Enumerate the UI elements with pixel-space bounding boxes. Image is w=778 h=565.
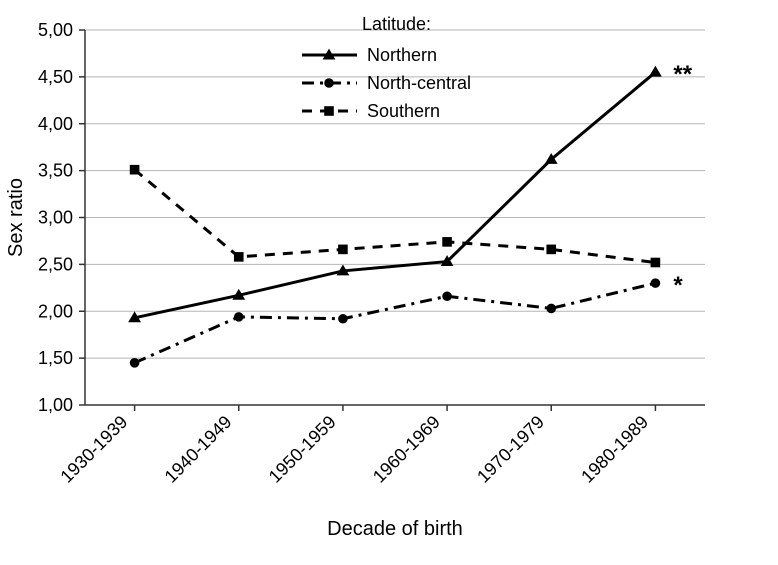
svg-text:North-central: North-central <box>367 73 471 93</box>
svg-text:1980-1989: 1980-1989 <box>577 412 652 487</box>
svg-text:5,00: 5,00 <box>38 20 73 40</box>
svg-text:Decade of birth: Decade of birth <box>327 518 463 540</box>
svg-text:1,00: 1,00 <box>38 395 73 415</box>
svg-text:2,50: 2,50 <box>38 254 73 274</box>
svg-text:1940-1949: 1940-1949 <box>161 412 236 487</box>
svg-text:1970-1979: 1970-1979 <box>473 412 548 487</box>
svg-text:1,50: 1,50 <box>38 348 73 368</box>
svg-text:3,00: 3,00 <box>38 208 73 228</box>
svg-text:4,50: 4,50 <box>38 67 73 87</box>
svg-text:Southern: Southern <box>367 101 440 121</box>
svg-text:Sex ratio: Sex ratio <box>5 178 27 257</box>
svg-text:1930-1939: 1930-1939 <box>56 412 131 487</box>
svg-text:1960-1969: 1960-1969 <box>369 412 444 487</box>
svg-text:**: ** <box>673 61 692 88</box>
svg-text:2,00: 2,00 <box>38 301 73 321</box>
svg-text:Northern: Northern <box>367 45 437 65</box>
line-chart: 1,00 1,50 2,00 2,50 3,00 3,50 4,00 4,50 5,00 1930… <box>0 0 778 565</box>
svg-text:Latitude:: Latitude: <box>362 14 431 34</box>
svg-text:1950-1959: 1950-1959 <box>265 412 340 487</box>
chart-container: 1,00 1,50 2,00 2,50 3,00 3,50 4,00 4,50 5,00 1930… <box>0 0 778 565</box>
svg-text:4,00: 4,00 <box>38 114 73 134</box>
svg-text:3,50: 3,50 <box>38 161 73 181</box>
svg-text:*: * <box>673 272 683 299</box>
